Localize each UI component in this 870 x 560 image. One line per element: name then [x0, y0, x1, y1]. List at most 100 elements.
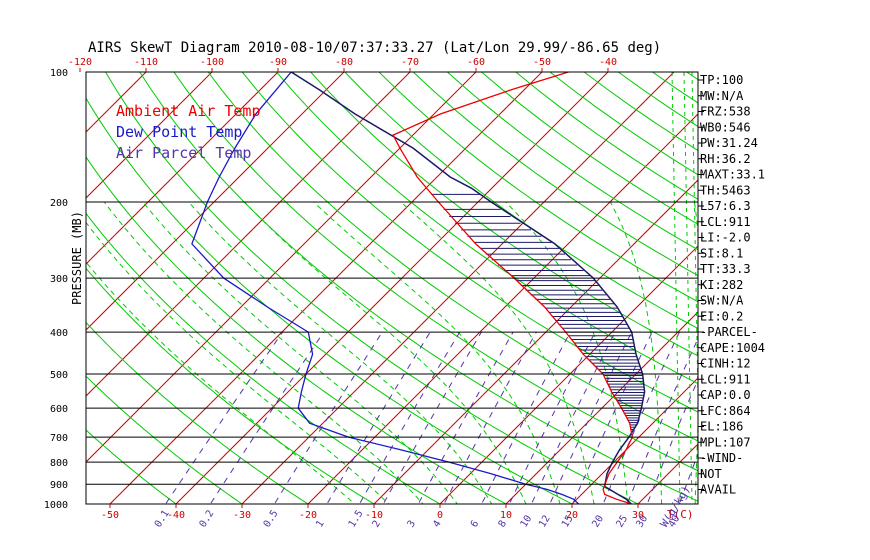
- top-temp-label: -90: [269, 57, 287, 68]
- dry-adiabat: [86, 375, 243, 504]
- chart-title: AIRS SkewT Diagram 2010-08-10/07:37:33.2…: [88, 40, 661, 56]
- dry-adiabat: [412, 72, 698, 277]
- mixing-ratio-tick-label: 3: [406, 519, 419, 530]
- mixing-ratio-line: [626, 337, 698, 504]
- moist-adiabat: [400, 201, 595, 504]
- moist-adiabat: [86, 221, 390, 504]
- mixing-ratio-tick-label: 30: [634, 514, 650, 530]
- isotherm-line: [770, 72, 870, 504]
- index-value: MAXT:33.1: [700, 168, 765, 182]
- dry-adiabat: [241, 72, 698, 413]
- bottom-temp-label: 10: [500, 510, 512, 521]
- dry-adiabat: [139, 72, 698, 502]
- mixing-ratio-tick-label: 4: [431, 519, 444, 530]
- mixing-ratio-tick-label: 40: [667, 514, 683, 530]
- moist-adiabat: [313, 201, 561, 504]
- pressure-tick-label: 600: [50, 404, 68, 415]
- index-value: LCL:911: [700, 372, 751, 386]
- top-temp-label: -100: [200, 57, 224, 68]
- index-value: MW:N/A: [700, 89, 744, 103]
- dewpoint-line: [191, 72, 580, 504]
- bottom-temp-label: -20: [299, 510, 317, 521]
- parcel-line: [290, 72, 646, 504]
- moist-adiabat: [103, 201, 424, 504]
- dry-adiabat: [447, 72, 698, 251]
- mixing-ratio-tick-label: 10: [519, 514, 535, 530]
- mixing-ratio-line: [646, 378, 698, 504]
- mixing-ratio-line: [358, 331, 461, 504]
- mixing-ratio-line: [572, 331, 653, 504]
- index-value: SI:8.1: [700, 246, 743, 260]
- wind-column-line: [671, 72, 681, 504]
- dry-adiabat: [173, 72, 698, 472]
- bottom-temp-label: 20: [566, 510, 578, 521]
- isotherm-line: [86, 72, 279, 265]
- isotherm-line: [109, 72, 543, 504]
- top-temp-label: -80: [335, 57, 353, 68]
- index-value: MPL:107: [700, 435, 751, 449]
- legend-entry: Dew Point Temp: [116, 123, 242, 141]
- dry-adiabat: [86, 156, 508, 504]
- wind-column-line: [691, 72, 698, 424]
- moist-adiabat: [609, 201, 663, 504]
- index-value: LI:-2.0: [700, 231, 751, 245]
- index-value: CAP:0.0: [700, 388, 751, 402]
- pressure-tick-label: 300: [50, 274, 68, 285]
- top-temp-label: -50: [533, 57, 551, 68]
- index-value: RH:36.2: [700, 152, 751, 166]
- moist-adiabat: [188, 201, 493, 504]
- dry-adiabat: [378, 72, 698, 303]
- mixing-ratio-tick-label: 2: [371, 519, 384, 530]
- top-temp-label: -60: [467, 57, 485, 68]
- index-value: EI:0.2: [700, 309, 743, 323]
- mixing-ratio-line: [530, 331, 616, 504]
- mixing-ratio-tick-label: 15: [560, 514, 576, 530]
- index-value: FRZ:538: [700, 105, 751, 119]
- mixing-ratio-tick-label: 1: [314, 519, 327, 530]
- index-value: TT:33.3: [700, 262, 751, 276]
- index-value: TH:5463: [700, 183, 751, 197]
- isotherm-line: [241, 72, 675, 504]
- mixing-ratio-tick-label: 6: [469, 519, 482, 530]
- index-value: NOT: [700, 467, 722, 481]
- x-axis-unit-label: T(C): [667, 508, 694, 521]
- bottom-temp-label: -50: [101, 510, 119, 521]
- isotherm-line: [0, 72, 80, 504]
- index-value: AVAIL: [700, 483, 736, 497]
- isotherm-line: [373, 179, 698, 504]
- top-temp-label: -120: [68, 57, 92, 68]
- axes: 0.1 0.2 0.5 1 1.5 2 3 4 6 8 10 12 15 20 25 30 4010020030…: [44, 57, 699, 530]
- mixing-ratio-tick-label: 25: [614, 514, 630, 530]
- dry-adiabat: [310, 72, 698, 357]
- mixing-ratio-line: [273, 331, 383, 504]
- mixing-ratio-tick-label: 20: [590, 514, 606, 530]
- pressure-tick-label: 200: [50, 198, 68, 209]
- pressure-tick-label: 1000: [44, 500, 68, 511]
- isotherm-line: [505, 311, 698, 504]
- mixing-ratio-line: [549, 331, 633, 504]
- pressure-tick-label: 900: [50, 480, 68, 491]
- dry-adiabat: [789, 72, 870, 513]
- isotherm-line: [86, 72, 477, 463]
- isotherm-line: [86, 72, 345, 331]
- pressure-tick-label: 500: [50, 370, 68, 381]
- background-grid: [0, 72, 870, 513]
- isotherm-line: [439, 245, 698, 504]
- dry-adiabat: [858, 72, 870, 513]
- pressure-tick-label: 400: [50, 328, 68, 339]
- mixing-ratio-line: [165, 331, 284, 504]
- plot-frame: [85, 71, 699, 505]
- dry-adiabat: [86, 97, 574, 504]
- mixing-ratio-tick-label: 0.2: [198, 508, 217, 529]
- ambient-temp-line: [392, 72, 633, 504]
- wind-column-line: [683, 72, 693, 504]
- mixing-ratio-tick-label: 0.5: [262, 508, 281, 529]
- top-temp-label: -70: [401, 57, 419, 68]
- mixing-ratio-tick-label: 8: [497, 519, 510, 530]
- index-value: EL:186: [700, 420, 743, 434]
- moist-adiabat: [505, 201, 629, 504]
- index-value: SW:N/A: [700, 294, 744, 308]
- moist-adiabat: [86, 261, 356, 504]
